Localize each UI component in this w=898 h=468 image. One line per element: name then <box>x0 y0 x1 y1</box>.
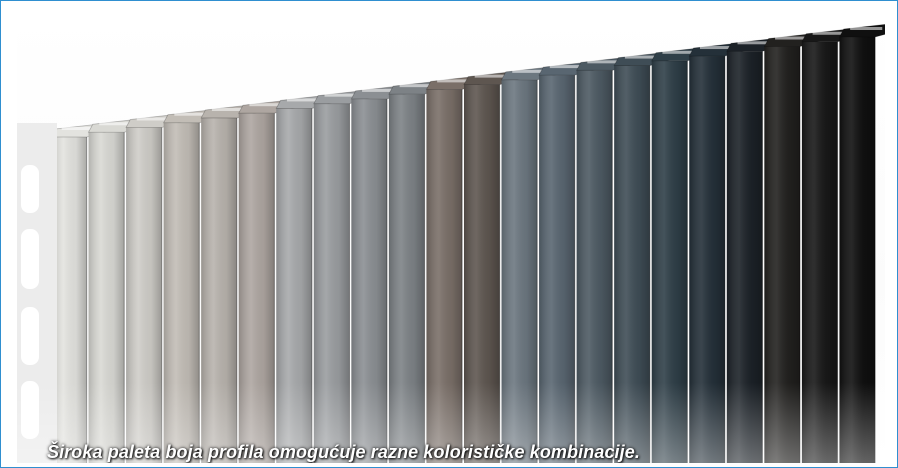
photo-caption: Široka paleta boja profila omogućuje raz… <box>47 442 640 462</box>
tile-profiles-photo: Široka paleta boja profila omogućuje raz… <box>17 15 885 463</box>
tile-profiles-illustration <box>17 15 885 463</box>
